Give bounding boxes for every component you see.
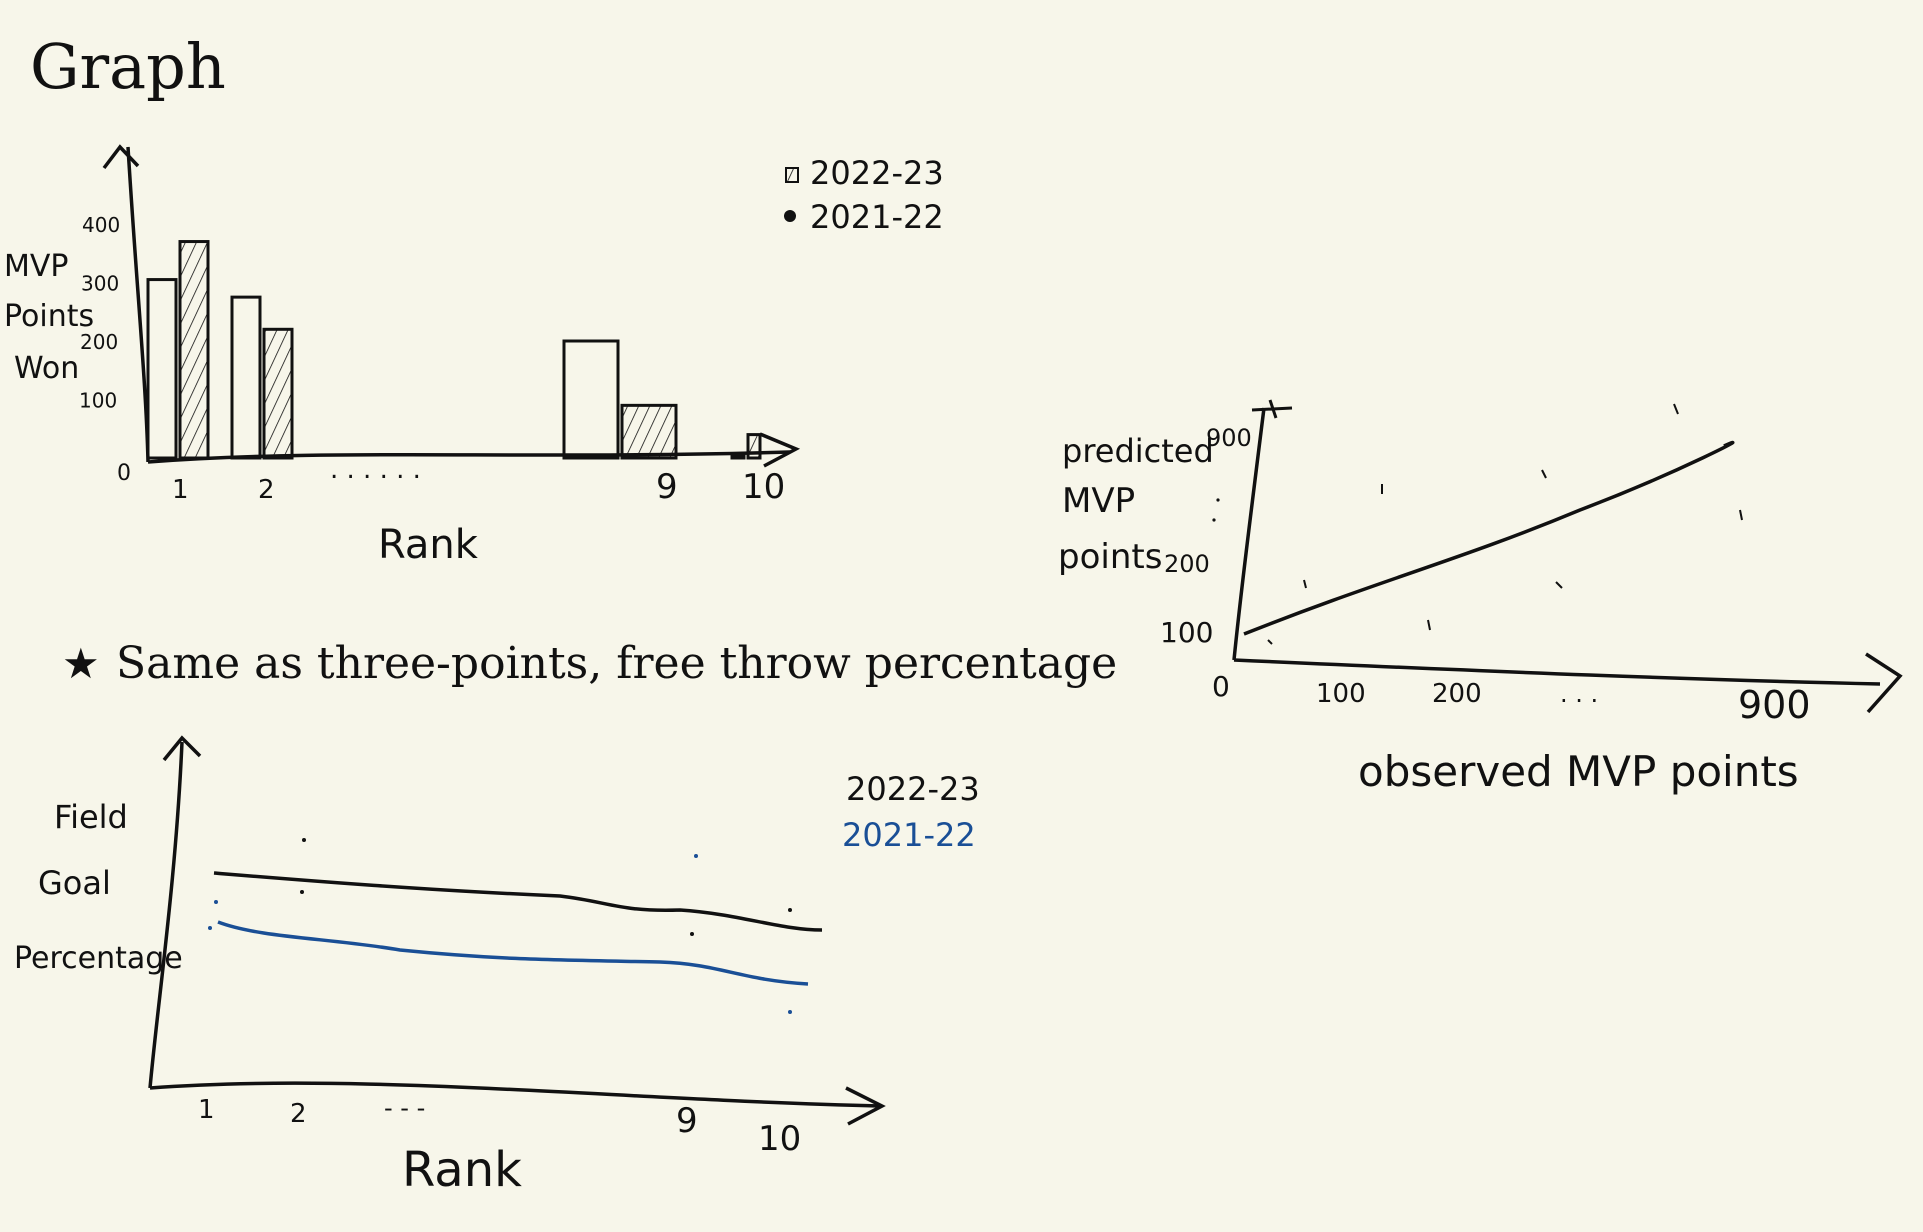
y-tick-label: 0 — [117, 461, 131, 486]
y-tick-label: 900 — [1206, 424, 1252, 452]
y-tick-labels: 100 200 900 — [1160, 424, 1252, 649]
y-axis-label-line: Field — [54, 798, 128, 836]
x-axis — [149, 1081, 881, 1108]
bar-2022-23-rank-9 — [620, 403, 678, 460]
x-tick-label: 2 — [258, 475, 275, 505]
x-tick-label: 9 — [656, 467, 678, 507]
mvp-bar-chart: MVP Points Won 0 100 200 300 400 1 2 . . . . .… — [4, 144, 944, 568]
bar-2021-22-rank-10 — [730, 453, 746, 460]
legend-label: 2022-23 — [810, 154, 944, 192]
x-tick-labels: 1 2 . . . . . . 9 10 — [172, 455, 785, 507]
y-axis-label: predicted MVP points — [1058, 432, 1214, 577]
y-axis-arrowhead — [1251, 399, 1293, 419]
x-axis-label: Rank — [402, 1142, 522, 1198]
y-axis-label-line: predicted — [1062, 432, 1214, 470]
y-axis-arrowhead — [162, 735, 202, 762]
y-tick-labels: 0 100 200 300 400 — [79, 213, 131, 486]
y-axis-label-line: Points — [4, 299, 94, 334]
bar-2022-23-rank-1 — [178, 240, 210, 460]
legend: 2022-23 2021-22 — [842, 770, 980, 854]
y-axis-label-line: points — [1058, 537, 1162, 577]
bar-series — [146, 240, 762, 460]
legend-label: 2021-22 — [810, 198, 944, 236]
x-axis-arrowhead — [845, 1086, 886, 1126]
x-tick-label: 0 — [1212, 670, 1230, 703]
x-tick-label: 200 — [1432, 679, 1482, 709]
legend-swatch-2022-23 — [785, 167, 799, 183]
y-tick-label: 400 — [82, 213, 120, 237]
scatter-marks — [208, 838, 792, 1014]
note-star: ★ — [62, 639, 100, 688]
x-axis — [1233, 658, 1881, 686]
x-tick-label: 1 — [198, 1095, 215, 1125]
y-axis-label-line: MVP — [4, 249, 69, 284]
series-line-2021-22 — [217, 920, 809, 986]
page-title: Graph — [30, 30, 226, 103]
x-tick-label: 10 — [742, 467, 785, 507]
y-axis — [148, 741, 184, 1089]
y-tick-label: 100 — [79, 389, 117, 413]
legend-label: 2021-22 — [842, 816, 976, 854]
x-axis-arrowhead — [1865, 652, 1903, 714]
legend: 2022-23 2021-22 — [784, 154, 944, 236]
series-line-2022-23 — [213, 871, 823, 932]
x-axis-label: observed MVP points — [1358, 747, 1799, 796]
x-tick-labels: 1 2 - - - 9 10 — [198, 1094, 801, 1159]
fg-percentage-line-chart: Field Goal Percentage 1 2 - - - 9 10 Ran… — [14, 735, 980, 1198]
x-tick-label: . . . . . . — [330, 455, 421, 485]
x-axis-label: Rank — [378, 522, 479, 568]
y-axis-arrowhead — [102, 144, 140, 170]
scatter-points — [1212, 403, 1743, 645]
legend-label: 2022-23 — [846, 770, 980, 808]
y-axis — [126, 146, 150, 463]
y-axis-label-line: Won — [14, 351, 79, 386]
x-tick-label: 900 — [1738, 683, 1811, 727]
y-tick-label: 200 — [80, 330, 118, 354]
x-tick-labels: 0 100 200 . . . 900 — [1212, 670, 1811, 727]
y-tick-label: 200 — [1164, 550, 1210, 578]
legend-swatch-2021-22 — [784, 210, 796, 222]
x-tick-label: - - - — [384, 1094, 425, 1122]
y-axis-label-line: Percentage — [14, 941, 183, 976]
y-tick-label: 100 — [1160, 616, 1213, 649]
y-axis-label: MVP Points Won — [4, 249, 94, 386]
x-tick-label: 10 — [758, 1119, 801, 1159]
x-tick-label: 9 — [676, 1101, 698, 1141]
y-tick-label: 300 — [81, 272, 119, 296]
y-axis-label-line: MVP — [1062, 481, 1135, 521]
bar-2021-22-rank-2 — [230, 295, 262, 460]
x-axis — [147, 450, 791, 464]
x-tick-label: 2 — [290, 1099, 307, 1129]
note-text: Same as three-points, free throw percent… — [116, 638, 1117, 689]
bar-2022-23-rank-10 — [746, 433, 762, 460]
predicted-vs-observed-chart: predicted MVP points 100 200 900 0 100 2… — [1058, 399, 1903, 796]
y-axis-label-line: Goal — [38, 864, 111, 902]
fit-line — [1243, 440, 1735, 636]
x-tick-label: 100 — [1316, 679, 1366, 709]
y-axis — [1232, 407, 1266, 661]
y-axis-label: Field Goal Percentage — [14, 798, 183, 976]
bar-2021-22-rank-9 — [562, 339, 620, 460]
bar-2021-22-rank-1 — [146, 278, 178, 460]
x-axis-arrowhead — [759, 432, 801, 468]
x-tick-label: . . . — [1560, 680, 1598, 708]
x-tick-label: 1 — [172, 475, 189, 505]
bar-2022-23-rank-2 — [262, 327, 294, 460]
